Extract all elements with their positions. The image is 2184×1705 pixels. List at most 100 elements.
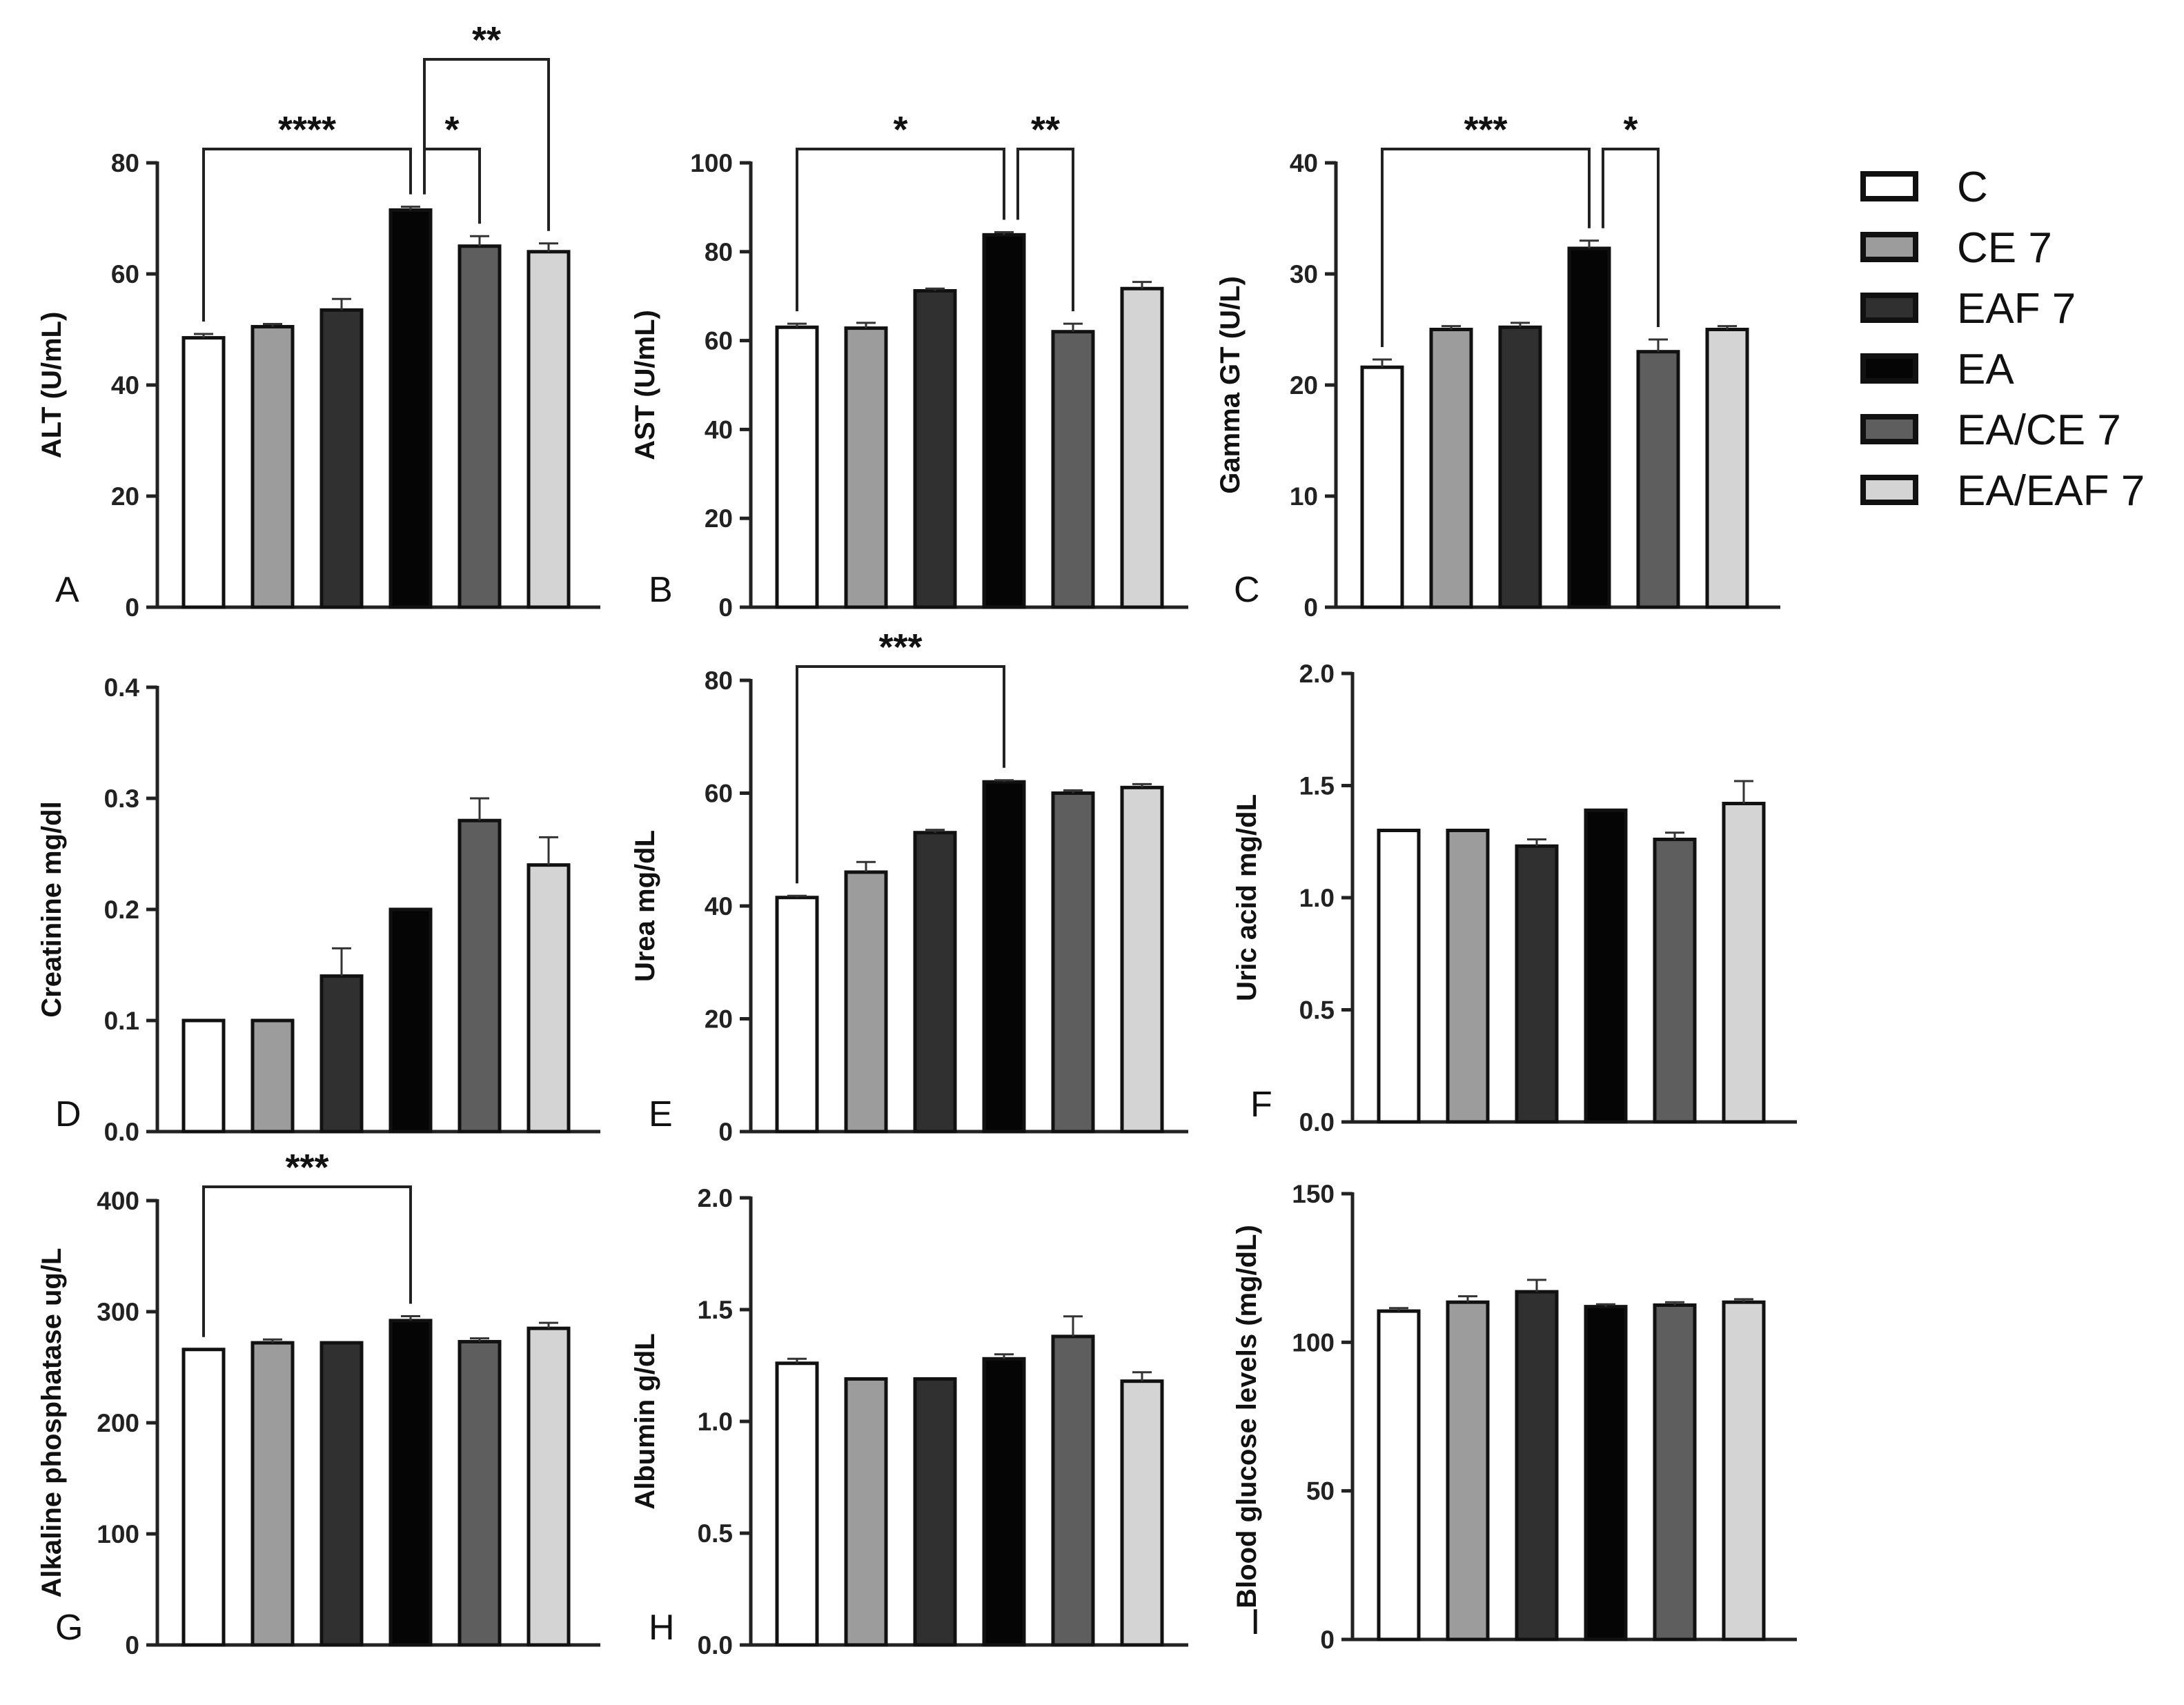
bar-1 (775, 896, 819, 1134)
bar-3 (319, 1341, 364, 1647)
y-tick-label: 0.5 (1299, 996, 1335, 1025)
legend: C CE 7 EAF 7 EA EA/CE 7 EA/EAF 7 (1860, 164, 2145, 515)
bar-5 (1051, 1334, 1095, 1647)
bar-4 (982, 1357, 1026, 1647)
y-axis-title: Alkaline phosphatase ug/L (37, 1248, 67, 1598)
y-tick-label: 0.0 (104, 1118, 139, 1146)
significance-bracket (1381, 148, 1591, 347)
y-tick-label: 0.3 (104, 785, 139, 813)
bar-5 (458, 1339, 502, 1647)
y-tick-label: 40 (111, 371, 139, 400)
chart-panel-d: 0.0 0.1 0.2 0.3 0.4 Creatinine mg/dl D (37, 673, 600, 1146)
bar-2 (1429, 328, 1473, 609)
y-axis-title: Albumin g/dL (630, 1333, 660, 1510)
bar-6 (1120, 785, 1164, 1134)
panel-letter: C (1234, 570, 1260, 610)
legend-label-2: CE 7 (1957, 224, 2052, 272)
y-tick-label: 200 (97, 1409, 139, 1437)
panel-letter: F (1250, 1085, 1272, 1125)
y-tick-label: 60 (705, 780, 733, 808)
significance-label: ** (472, 19, 501, 61)
bar-2 (844, 326, 888, 609)
legend-label-5: EA/CE 7 (1957, 406, 2121, 454)
y-tick-label: 50 (1306, 1477, 1335, 1506)
chart-panel-h: 0.0 0.5 1.0 1.5 2.0 Albumin g/dL H (630, 1184, 1188, 1659)
y-axis-title: Gamma GT (U/L) (1215, 276, 1246, 494)
y-tick-label: 60 (111, 260, 139, 288)
panel-letter: H (649, 1608, 675, 1648)
significance-bracket (796, 665, 1005, 884)
bar-1 (181, 1348, 226, 1647)
bar-3 (1515, 1290, 1559, 1642)
y-tick-label: 100 (1292, 1328, 1335, 1357)
y-axis-title: Creatinine mg/dl (37, 801, 67, 1017)
y-tick-label: 60 (705, 327, 733, 355)
bar-3 (1498, 325, 1542, 609)
panel-letter: D (55, 1094, 81, 1134)
bar-1 (1377, 829, 1421, 1124)
bar-2 (844, 870, 888, 1134)
legend-label-6: EA/EAF 7 (1957, 467, 2145, 515)
panel-letter: I (1250, 1602, 1260, 1642)
bar-3 (1515, 844, 1559, 1124)
bar-5 (1051, 330, 1095, 609)
significance-bracket (1602, 148, 1660, 327)
bar-6 (1705, 328, 1749, 609)
significance-bracket (796, 148, 1005, 312)
bar-4 (1584, 808, 1628, 1124)
y-tick-label: 100 (97, 1520, 139, 1548)
significance-label: *** (1464, 109, 1507, 150)
y-tick-label: 0.2 (104, 896, 139, 924)
bar-6 (1120, 286, 1164, 609)
y-axis-title: Urea mg/dL (630, 830, 660, 982)
y-tick-label: 80 (111, 149, 139, 177)
bar-2 (250, 1018, 295, 1134)
bar-5 (1653, 838, 1697, 1124)
bar-2 (1446, 829, 1490, 1124)
legend-label-3: EAF 7 (1957, 285, 2076, 333)
y-tick-label: 20 (111, 482, 139, 511)
bar-5 (458, 244, 502, 609)
y-tick-label: 80 (705, 238, 733, 266)
y-tick-label: 20 (705, 1005, 733, 1034)
bar-3 (319, 974, 364, 1134)
bar-1 (1377, 1309, 1421, 1642)
y-tick-label: 400 (97, 1187, 139, 1215)
significance-label: * (893, 109, 907, 150)
y-tick-label: 40 (705, 415, 733, 444)
significance-bracket (1016, 148, 1074, 312)
bar-2 (250, 1341, 295, 1647)
bar-1 (775, 1361, 819, 1647)
y-tick-label: 150 (1292, 1180, 1335, 1208)
bar-6 (1722, 802, 1766, 1124)
legend-label-4: EA (1957, 346, 2014, 393)
y-tick-label: 0.4 (104, 673, 140, 702)
y-tick-label: 20 (705, 504, 733, 533)
legend-swatch-6 (1860, 475, 1918, 505)
panel-letter: A (55, 570, 79, 610)
significance-label: *** (878, 627, 922, 668)
panel-letter: B (649, 570, 673, 610)
panel-letter: G (55, 1608, 83, 1648)
bar-2 (844, 1377, 888, 1647)
bar-4 (982, 233, 1026, 609)
y-tick-label: 20 (1290, 371, 1318, 400)
significance-bracket (423, 148, 481, 224)
y-tick-label: 0 (718, 1118, 733, 1146)
bar-5 (458, 818, 502, 1134)
y-axis-title: Blood glucose levels (mg/dL) (1232, 1225, 1262, 1608)
legend-swatch-5 (1860, 414, 1918, 444)
bar-6 (1120, 1379, 1164, 1647)
significance-label: * (444, 109, 459, 150)
y-tick-label: 1.0 (698, 1408, 733, 1436)
bar-5 (1636, 350, 1680, 609)
bar-1 (181, 336, 226, 609)
bar-2 (250, 324, 295, 609)
chart-panel-g: 0 100 200 300 400 Alkaline phosphatase ug/L G *… (37, 1147, 600, 1659)
bar-6 (1722, 1300, 1766, 1642)
bar-5 (1653, 1303, 1697, 1642)
y-tick-label: 1.5 (1299, 772, 1335, 800)
significance-bracket (423, 58, 550, 231)
